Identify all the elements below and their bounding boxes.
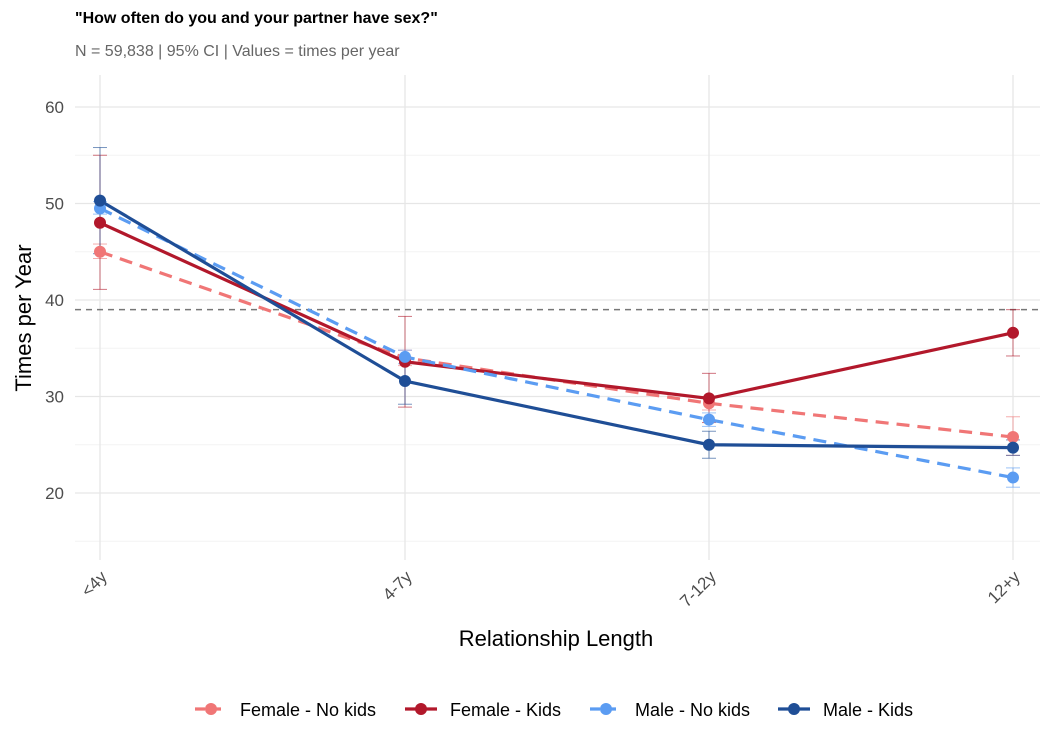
- y-tick-label: 40: [45, 291, 64, 310]
- chart-subtitle: N = 59,838 | 95% CI | Values = times per…: [75, 43, 400, 60]
- series-lines: [99, 199, 1014, 480]
- x-axis-label: Relationship Length: [459, 626, 653, 651]
- legend-marker: [415, 703, 427, 715]
- legend-label: Male - Kids: [823, 700, 913, 720]
- grid-lines: [75, 75, 1040, 560]
- legend-marker: [788, 703, 800, 715]
- series-line: [99, 206, 1014, 480]
- y-tick-label: 50: [45, 195, 64, 214]
- legend-label: Female - Kids: [450, 700, 561, 720]
- y-tick-label: 30: [45, 388, 64, 407]
- x-tick-label: 4-7y: [379, 567, 416, 604]
- data-point: [1007, 471, 1019, 484]
- legend-label: Female - No kids: [240, 700, 376, 720]
- data-point: [94, 194, 106, 207]
- series-line: [99, 221, 1014, 401]
- chart-title: "How often do you and your partner have …: [75, 10, 438, 27]
- x-tick-label: <4y: [78, 567, 112, 601]
- x-axis-ticks: <4y 4-7y 7-12y 12+y: [78, 567, 1025, 611]
- series-line: [99, 199, 1014, 450]
- data-point: [703, 413, 715, 426]
- series-points: [94, 194, 1019, 484]
- legend-marker: [600, 703, 612, 715]
- data-point: [1007, 441, 1019, 454]
- data-point: [1007, 431, 1019, 444]
- legend-marker: [205, 703, 217, 715]
- x-tick-label: 7-12y: [676, 567, 720, 611]
- x-tick-label: 12+y: [984, 567, 1024, 607]
- y-tick-label: 60: [45, 98, 64, 117]
- data-point: [94, 216, 106, 229]
- data-point: [703, 392, 715, 405]
- data-point: [399, 350, 411, 363]
- series-line: [99, 250, 1014, 439]
- y-axis-label: Times per Year: [11, 244, 36, 391]
- data-point: [703, 438, 715, 451]
- data-point: [1007, 326, 1019, 339]
- y-tick-label: 20: [45, 484, 64, 503]
- y-axis-ticks: 20 30 40 50 60: [45, 98, 64, 503]
- data-point: [399, 375, 411, 388]
- error-bars: [93, 147, 1020, 488]
- data-point: [94, 245, 106, 258]
- legend-label: Male - No kids: [635, 700, 750, 720]
- legend: Female - No kids Female - Kids Male - No k…: [195, 700, 913, 720]
